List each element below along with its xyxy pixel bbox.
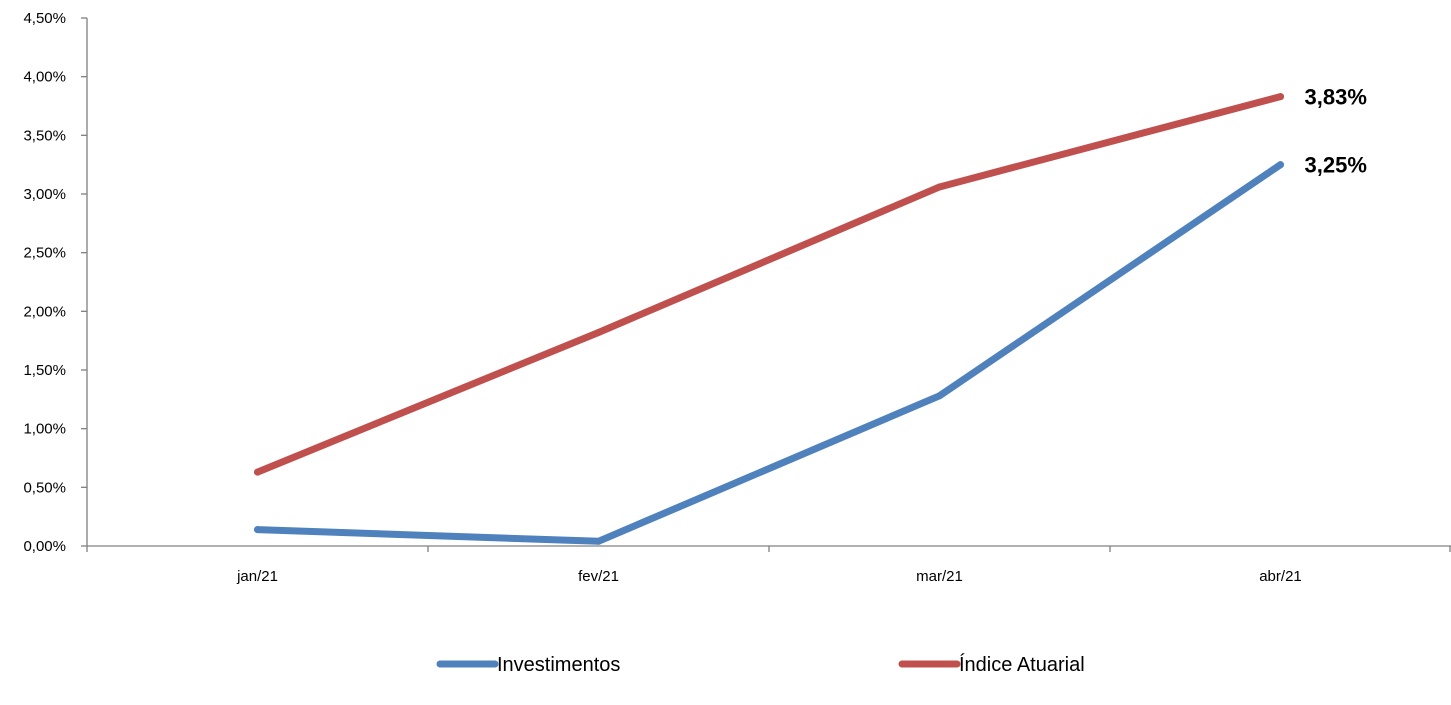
y-tick-label: 0,00% [23,538,66,555]
data-label: 3,83% [1305,85,1367,110]
y-tick-label: 4,50% [23,10,66,27]
data-point [254,468,261,476]
y-tick-label: 2,50% [23,245,66,262]
data-point [254,526,261,534]
data-point [1277,93,1284,101]
y-tick-label: 0,50% [23,479,66,496]
y-tick-label: 3,50% [23,127,66,144]
data-label: 3,25% [1305,153,1367,178]
data-point [595,537,602,545]
x-tick-label: abr/21 [1259,568,1302,585]
y-tick-label: 2,00% [23,303,66,320]
data-point [1277,161,1284,169]
y-tick-label: 1,00% [23,421,66,438]
data-point [595,328,602,336]
data-labels: 3,25% 3,83% [1305,85,1367,178]
y-tick-label: 3,00% [23,186,66,203]
series-line-1 [254,161,1284,545]
x-tick-label: fev/21 [578,568,619,585]
x-tick-label: jan/21 [236,568,278,585]
data-point [936,183,943,191]
legend-label: Índice Atuarial [959,653,1085,676]
y-tick-label: 4,00% [23,69,66,86]
series-line-2 [254,93,1284,476]
data-point [936,392,943,400]
x-tick-label: mar/21 [916,568,963,585]
y-axis: 0,00% 0,50% 1,00% 1,50% 2,00% 2,50% 3,00% 3,50%… [23,10,88,555]
series-lines [254,93,1284,545]
legend: Investimentos Índice Atuarial [436,653,1085,676]
x-axis: jan/21 fev/21 mar/21 abr/21 [86,545,1451,585]
y-tick-label: 1,50% [23,362,66,379]
legend-label: Investimentos [497,654,620,676]
